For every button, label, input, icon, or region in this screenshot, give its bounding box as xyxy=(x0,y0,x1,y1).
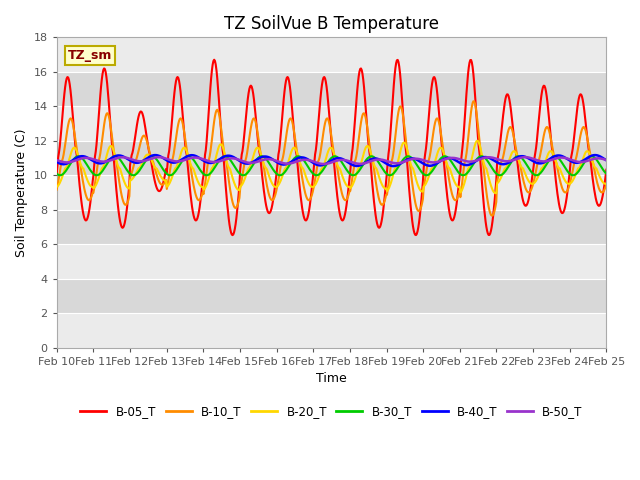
Bar xyxy=(57,72,606,106)
Bar xyxy=(57,313,606,348)
Bar xyxy=(57,141,606,175)
Y-axis label: Soil Temperature (C): Soil Temperature (C) xyxy=(15,128,28,257)
Legend: B-05_T, B-10_T, B-20_T, B-30_T, B-40_T, B-50_T: B-05_T, B-10_T, B-20_T, B-30_T, B-40_T, … xyxy=(76,400,588,422)
Bar xyxy=(57,106,606,141)
Bar xyxy=(57,244,606,279)
Bar xyxy=(57,210,606,244)
Bar xyxy=(57,279,606,313)
Text: TZ_sm: TZ_sm xyxy=(68,49,112,62)
Bar xyxy=(57,37,606,72)
Title: TZ SoilVue B Temperature: TZ SoilVue B Temperature xyxy=(224,15,439,33)
X-axis label: Time: Time xyxy=(316,372,347,385)
Bar xyxy=(57,175,606,210)
